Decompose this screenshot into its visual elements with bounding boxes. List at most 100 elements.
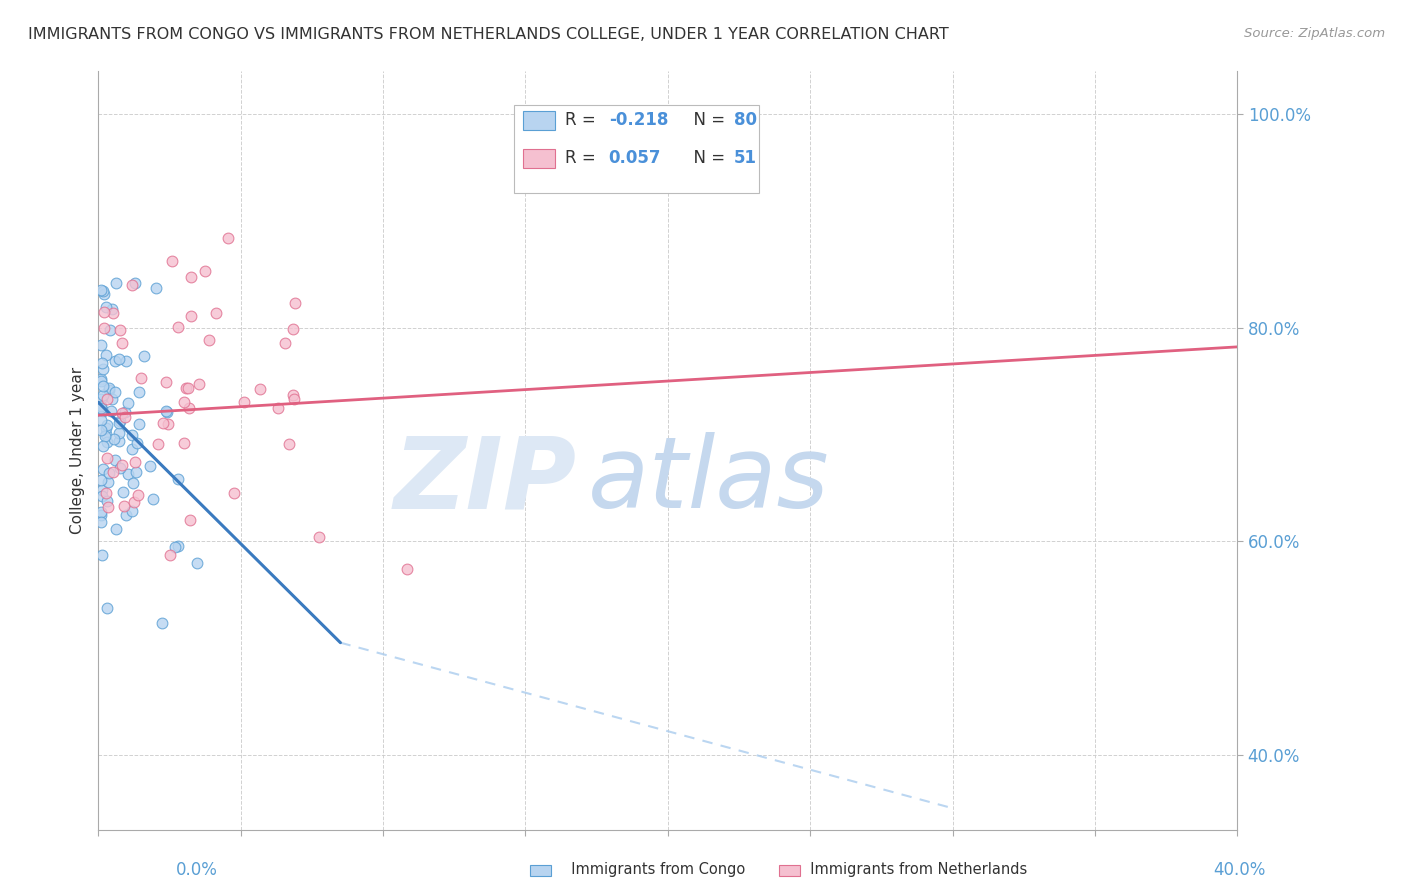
Point	[395, 561, 418, 575]
Point	[274, 336, 297, 351]
Point	[127, 488, 149, 502]
Point	[103, 432, 125, 446]
Point	[90, 283, 112, 297]
Point	[122, 476, 145, 491]
Point	[103, 466, 125, 480]
Text: 80: 80	[734, 111, 756, 128]
Point	[180, 309, 202, 323]
Point	[128, 417, 150, 432]
Point	[93, 321, 115, 335]
Text: R =: R =	[565, 149, 602, 167]
FancyBboxPatch shape	[523, 111, 555, 129]
Point	[186, 556, 208, 570]
Text: N =: N =	[683, 111, 730, 128]
Point	[284, 296, 307, 310]
Point	[91, 284, 114, 298]
Point	[91, 388, 114, 402]
Point	[129, 371, 152, 385]
Text: 0.0%: 0.0%	[176, 861, 218, 879]
Text: IMMIGRANTS FROM CONGO VS IMMIGRANTS FROM NETHERLANDS COLLEGE, UNDER 1 YEAR CORRE: IMMIGRANTS FROM CONGO VS IMMIGRANTS FROM…	[28, 27, 949, 42]
Point	[108, 414, 131, 428]
Point	[108, 460, 131, 475]
Point	[308, 530, 330, 544]
Point	[108, 434, 131, 449]
Point	[121, 278, 143, 293]
Point	[115, 508, 138, 523]
Point	[98, 323, 121, 337]
Point	[103, 306, 125, 320]
Point	[138, 458, 160, 473]
Point	[105, 522, 128, 536]
Point	[96, 427, 118, 442]
Text: 51: 51	[734, 149, 756, 167]
Text: atlas: atlas	[588, 433, 830, 529]
FancyBboxPatch shape	[523, 149, 555, 168]
Point	[173, 436, 195, 450]
Point	[96, 493, 118, 508]
Text: Immigrants from Congo: Immigrants from Congo	[562, 863, 745, 877]
Point	[90, 338, 112, 352]
Point	[94, 429, 117, 443]
Point	[108, 351, 131, 366]
FancyBboxPatch shape	[515, 105, 759, 193]
Point	[104, 385, 127, 400]
Point	[194, 263, 217, 277]
Point	[117, 395, 139, 409]
Point	[249, 382, 271, 396]
Point	[159, 548, 181, 562]
Point	[232, 395, 254, 409]
Point	[93, 379, 115, 393]
Point	[167, 540, 190, 554]
Point	[105, 276, 128, 290]
Point	[90, 372, 112, 386]
Point	[90, 423, 112, 437]
Point	[121, 442, 143, 456]
Point	[174, 381, 197, 395]
Point	[90, 392, 112, 406]
Point	[94, 485, 117, 500]
Point	[97, 381, 120, 395]
Point	[108, 425, 131, 440]
Point	[173, 395, 195, 409]
Text: 0.057: 0.057	[609, 149, 661, 167]
Point	[277, 436, 299, 450]
Point	[96, 417, 118, 432]
Point	[111, 458, 134, 472]
Point	[97, 475, 120, 490]
Text: ZIP: ZIP	[394, 433, 576, 529]
Point	[155, 375, 177, 389]
Point	[93, 305, 115, 319]
Point	[179, 514, 201, 528]
Point	[90, 508, 112, 523]
Point	[115, 354, 138, 368]
Point	[90, 473, 112, 487]
Point	[91, 483, 114, 497]
Point	[125, 465, 148, 479]
Point	[125, 436, 148, 450]
Point	[100, 392, 122, 406]
Point	[146, 437, 169, 451]
Point	[96, 434, 118, 449]
Point	[152, 417, 174, 431]
Point	[90, 399, 112, 413]
Text: N =: N =	[683, 149, 730, 167]
Point	[96, 392, 118, 406]
Point	[134, 349, 156, 363]
Point	[94, 300, 117, 314]
Point	[97, 500, 120, 514]
Point	[217, 231, 239, 245]
Point	[177, 380, 200, 394]
Point	[266, 401, 288, 415]
Point	[93, 439, 115, 453]
Point	[114, 410, 136, 425]
Point	[180, 269, 202, 284]
Point	[96, 421, 118, 435]
Point	[124, 455, 146, 469]
Text: Immigrants from Netherlands: Immigrants from Netherlands	[801, 863, 1028, 877]
Point	[117, 467, 139, 482]
Text: R =: R =	[565, 111, 602, 128]
Point	[124, 276, 146, 290]
Point	[91, 490, 114, 504]
Point	[160, 253, 183, 268]
Point	[96, 451, 118, 466]
